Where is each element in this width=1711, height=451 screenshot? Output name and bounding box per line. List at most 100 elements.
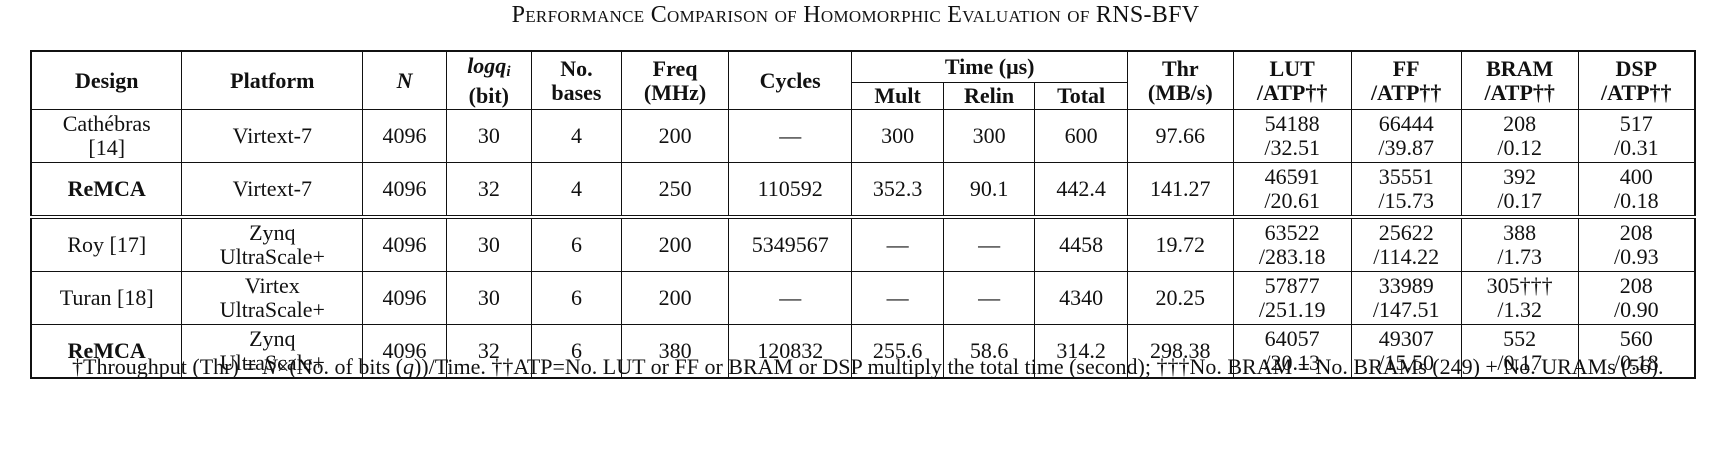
table-body: Cathébras [14] Virtext-7 4096 30 4 200—300 300 6… [30,109,1696,379]
col-ff: FF/ATP†† [1350,50,1462,110]
col-logq: logqi (bit) [445,50,532,110]
cell-platform: Virtext-7 [181,109,364,163]
table-row: ReMCA Virtext-7 4096 32 4 250 110592 352.3 90.1 4… [30,162,1696,218]
cell-dsp: 208/0.90 [1577,271,1696,325]
cell-thr: 97.66 [1126,109,1234,163]
cell-total: 4458 [1034,215,1128,272]
cell-cycles: 5349567 [727,215,853,272]
col-mult: Mult [851,82,944,110]
cell-freq: 380 [621,324,729,379]
cell-bases: 4 [530,109,623,163]
cell-ff: 35551/15.73 [1350,162,1462,218]
cell-design: ReMCA [30,162,183,218]
cell-total: 442.4 [1034,162,1128,218]
col-lut: LUT/ATP†† [1232,50,1352,110]
caption-text: Performance Comparison of Homomorphic Ev… [511,2,1200,28]
col-bases: No. bases [530,50,623,110]
cell-freq: 200 [621,215,729,272]
cell-relin: 90.1 [942,162,1036,218]
cell-thr: 141.27 [1126,162,1234,218]
cell-bram: 552/0.17 [1460,324,1579,379]
cell-bases: 4 [530,162,623,218]
cell-cycles: — [727,109,853,163]
cell-total: 4340 [1034,271,1128,325]
col-thr: Thr (MB/s) [1126,50,1234,110]
col-dsp: DSP/ATP†† [1577,50,1696,110]
cell-n: 4096 [362,324,447,379]
cell-design: Roy [17] [30,215,183,272]
cell-platform: Virtext-7 [181,162,364,218]
col-relin: Relin [942,82,1036,110]
cell-cycles: 110592 [727,162,853,218]
table-footnote: †Throughput (Thr) = N×(No. of bits (q))/… [72,354,1664,379]
cell-design: Cathébras [14] [30,109,183,163]
cell-mult: 300 [851,109,944,163]
cell-relin: 300 [942,109,1036,163]
cell-logq: 32 [445,162,532,218]
cell-lut: 64057/20.13 [1232,324,1352,379]
cell-ff: 33989/147.51 [1350,271,1462,325]
col-time: Time (μs) [851,50,1128,83]
table-row: Cathébras [14] Virtext-7 4096 30 4 200—300 300 6… [30,109,1696,163]
cell-n: 4096 [362,271,447,325]
cell-logq: 30 [445,215,532,272]
cell-lut: 46591/20.61 [1232,162,1352,218]
cell-dsp: 560/0.18 [1577,324,1696,379]
header-row-1: Design Platform N logqi (bit) No. bases Fr… [30,50,1696,110]
col-design: Design [30,50,183,110]
cell-relin: — [942,271,1036,325]
cell-bram: 305†††/1.32 [1460,271,1579,325]
cell-mult: — [851,215,944,272]
cell-n: 4096 [362,109,447,163]
cell-n: 4096 [362,215,447,272]
cell-mult: — [851,271,944,325]
cell-dsp: 517/0.31 [1577,109,1696,163]
performance-table: Design Platform N logqi (bit) No. bases Fr… [30,50,1696,379]
cell-freq: 200 [621,109,729,163]
cell-platform: Zynq UltraScale+ [181,215,364,272]
col-cycles: Cycles [727,50,853,110]
cell-logq: 30 [445,109,532,163]
cell-dsp: 208/0.93 [1577,215,1696,272]
cell-ff: 25622/114.22 [1350,215,1462,272]
cell-thr: 19.72 [1126,215,1234,272]
table-row: ReMCA Zynq UltraScale+ 4096 32 6 380 120832 255.… [30,324,1696,379]
cell-total: 600 [1034,109,1128,163]
cell-platform: Virtex UltraScale+ [181,271,364,325]
cell-ff: 66444/39.87 [1350,109,1462,163]
cell-freq: 250 [621,162,729,218]
cell-design: ReMCA [30,324,183,379]
cell-bram: 392/0.17 [1460,162,1579,218]
header-row-2: Mult Relin Total [31,82,1695,110]
cell-design: Turan [18] [30,271,183,325]
cell-cycles: 120832 [727,324,853,379]
cell-mult: 352.3 [851,162,944,218]
cell-bases: 6 [530,271,623,325]
cell-n: 4096 [362,162,447,218]
cell-relin: 58.6 [942,324,1036,379]
cell-lut: 57877/251.19 [1232,271,1352,325]
col-n: N [362,50,447,110]
col-freq: Freq (MHz) [621,50,729,110]
col-platform: Platform [181,50,364,110]
cell-lut: 54188/32.51 [1232,109,1352,163]
cell-bases: 6 [530,324,623,379]
col-bram: BRAM/ATP†† [1460,50,1579,110]
table-caption: Performance Comparison of Homomorphic Ev… [0,2,1711,29]
col-total: Total [1034,82,1128,110]
cell-mult: 255.6 [851,324,944,379]
cell-dsp: 400/0.18 [1577,162,1696,218]
cell-thr: 20.25 [1126,271,1234,325]
cell-bases: 6 [530,215,623,272]
cell-logq: 30 [445,271,532,325]
cell-cycles: — [727,271,853,325]
cell-ff: 49307/15.50 [1350,324,1462,379]
cell-bram: 208/0.12 [1460,109,1579,163]
cell-freq: 200 [621,271,729,325]
cell-bram: 388/1.73 [1460,215,1579,272]
table-row: Roy [17] Zynq UltraScale+ 4096 30 6 200 5349567… [30,215,1696,272]
cell-relin: — [942,215,1036,272]
cell-lut: 63522/283.18 [1232,215,1352,272]
table-row: Turan [18] Virtex UltraScale+ 4096 30 6 200— — —… [30,271,1696,325]
